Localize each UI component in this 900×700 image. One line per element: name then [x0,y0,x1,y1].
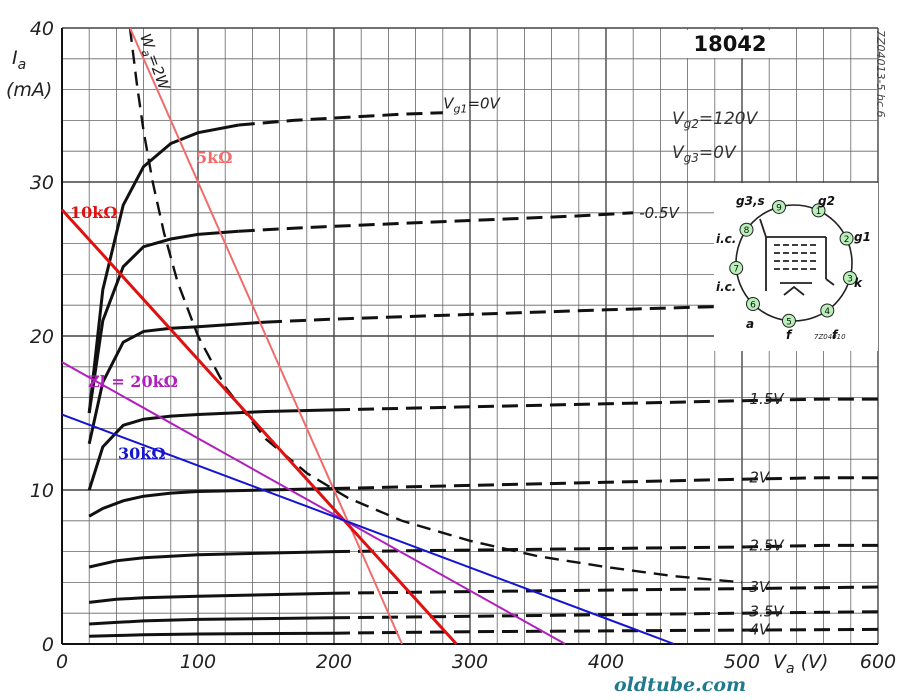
pin-number: 9 [776,203,782,213]
pin-label: g2 [818,194,835,208]
load-line [61,361,566,645]
grid-voltage-label: -3.5V [744,603,785,621]
tick-labels: 0 100 200 300 400 500 600 0 10 20 30 40 [30,18,896,673]
y-axis-label: Ia [12,47,26,73]
load-line-label: Zl = 20kΩ [88,372,178,391]
y-tick-label: 10 [30,480,54,502]
pin-label: k [854,276,863,290]
pin-circle [839,231,854,246]
pin-circle [843,271,858,286]
plate-curve-solid [87,320,267,445]
plate-curve-solid [89,591,335,604]
pin-circle [781,313,796,328]
x-tick-label: 500 [724,651,760,673]
load-line-label: 10kΩ [70,203,118,222]
plate-curve-solid [87,408,335,491]
plate-curve-dashed [333,397,878,412]
grid-voltage-label: -3V [744,578,771,596]
x-tick-label: 0 [56,651,68,673]
x-tick-label: 100 [180,651,216,673]
pin-connection-diagram: 1 2 3 4 5 6 7 8 9 g2 g1 k f f a i.c. i.c. g3,s 7Z04010 [714,183,878,351]
pin-number: 5 [786,317,792,327]
pin-number: 4 [824,307,830,317]
x-axis-label: Va (V) [773,651,828,677]
vg3-condition: Vg3=0V [672,143,737,165]
pin-circle [729,261,744,276]
chart-axes [61,28,878,645]
pin-number: 6 [750,301,756,311]
pin-labels: g2 g1 k f f a i.c. i.c. g3,s [716,194,871,342]
load-line [129,27,403,645]
y-tick-label: 0 [42,634,54,656]
grid-voltage-label: -0.5V [639,204,680,222]
pin-label: i.c. [716,232,736,246]
drawing-reference: 7Z04013-5 hc.6 [874,30,887,118]
pin-label: g1 [854,230,871,244]
site-watermark: oldtube.com [614,674,747,696]
tube-electrodes-icon [759,218,835,296]
pin-circle [820,303,835,318]
y-axis-unit: (mA) [6,79,52,101]
plate-curve-solid [87,229,239,414]
vg2-condition: Vg2=120V [672,109,759,131]
plate-curve-solid [88,550,335,569]
load-line [61,413,675,645]
plate-curve-dashed [333,476,878,490]
plate-curve-dashed [333,610,879,620]
max-dissipation-curve [128,27,743,584]
pin-circle [745,297,760,312]
plate-curve-solid [89,631,335,638]
plate-curve-dashed [238,111,443,127]
grid-voltage-label: -2V [744,469,771,487]
plate-curve-dashed [333,543,878,554]
pin-circle [811,203,826,218]
pin-circles: 1 2 3 4 5 6 7 8 9 [729,199,858,328]
pin-circle [771,199,786,214]
y-tick-label: 40 [30,18,54,40]
max-dissipation-line [128,27,743,584]
load-lines: 5kΩ 10kΩ Zl = 20kΩ 30kΩ [60,27,675,646]
pin-diagram-code: 7Z04010 [814,333,846,341]
x-tick-label: 400 [588,651,624,673]
pin-number: 8 [744,226,750,236]
grid-voltage-label: -1.5V [744,390,785,408]
curve-labels: Vg1=0V-0.5V-1V-1.5V-2V-2.5V-3V-3.5V-4V [443,95,816,639]
y-tick-label: 30 [30,172,54,194]
pin-label: a [746,317,754,331]
pin-label: f [832,328,839,342]
pin-label: i.c. [716,280,736,294]
tube-type-title: 18042 [682,30,778,58]
load-line-label: 5kΩ [196,148,232,167]
x-tick-label: 600 [860,651,896,673]
pin-number: 2 [844,235,850,245]
grid-voltage-label: -2.5V [744,536,785,554]
y-tick-label: 20 [30,326,54,348]
pin-number: 1 [816,207,822,217]
max-dissipation-label: Wa=2W [133,31,173,94]
pin-number: 7 [733,265,739,275]
grid-voltage-label: Vg1=0V [443,95,501,116]
pin-circle [739,222,754,237]
grid-voltage-label: -4V [744,620,771,638]
plate-curve-dashed [333,627,879,635]
load-line-label: 30kΩ [118,444,166,463]
x-tick-label: 200 [316,651,352,673]
pin-number: 3 [847,275,853,285]
pin-label: f [786,328,793,342]
plate-curve-dashed [238,211,634,233]
x-tick-label: 300 [452,651,488,673]
plate-curve-solid [89,616,335,626]
plate-curve-solid [88,487,335,518]
load-line [60,208,458,646]
pin-label: g3,s [736,194,765,208]
plate-curve-dashed [333,585,879,595]
plate-curve-solid [87,123,240,414]
